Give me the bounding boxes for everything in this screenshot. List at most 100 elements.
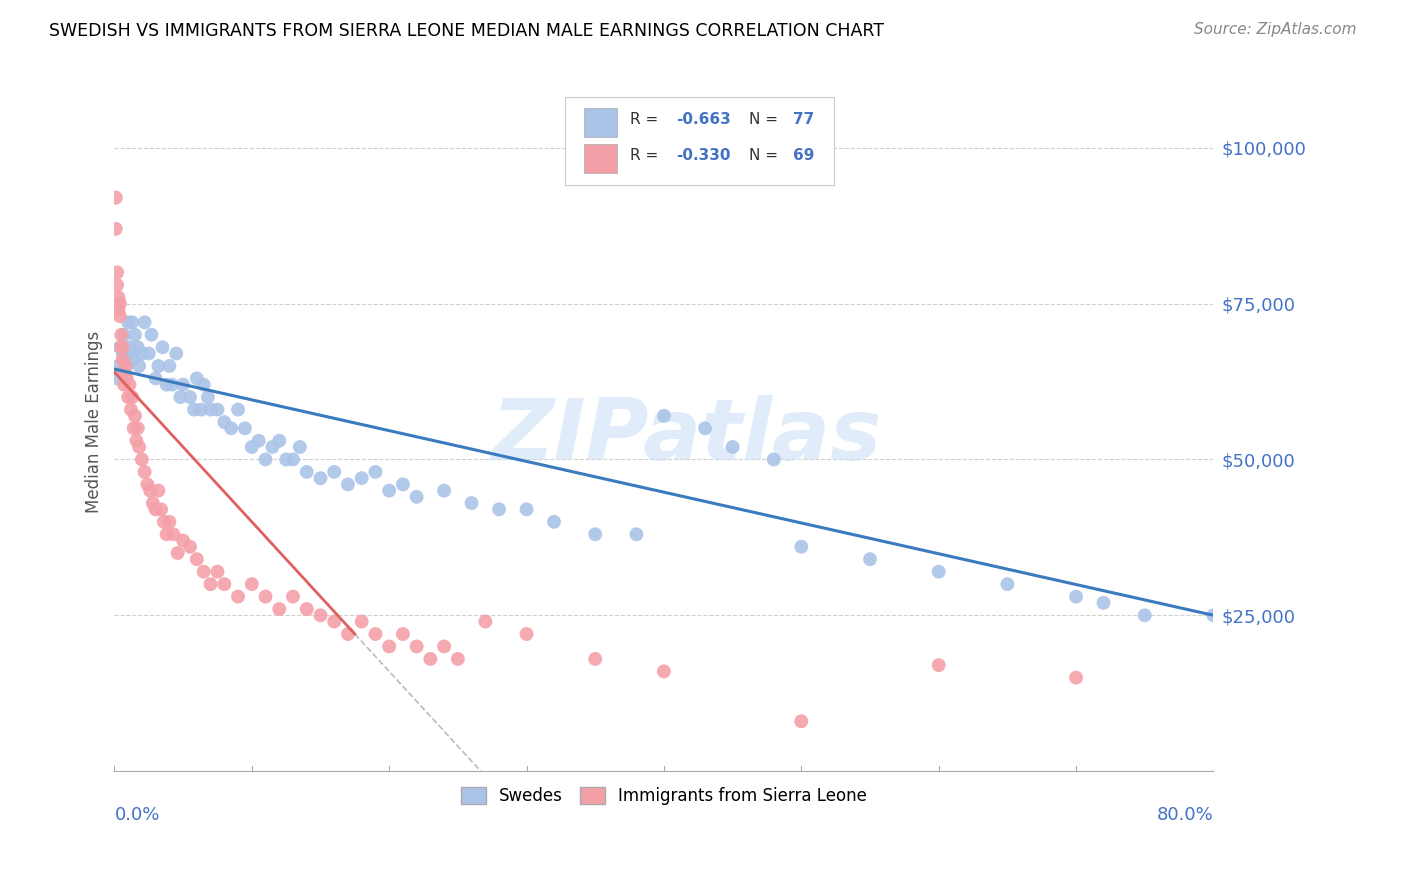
Text: -0.663: -0.663 <box>676 112 731 128</box>
Point <box>131 452 153 467</box>
Point <box>104 222 127 236</box>
Point <box>1202 608 1225 623</box>
Point <box>125 434 148 448</box>
Y-axis label: Median Male Earnings: Median Male Earnings <box>86 331 103 513</box>
Point <box>276 452 298 467</box>
Point <box>190 402 212 417</box>
Point <box>295 602 318 616</box>
Point <box>474 615 496 629</box>
Text: N =: N = <box>748 148 782 163</box>
Point <box>350 471 373 485</box>
Point <box>122 352 145 367</box>
Point <box>378 483 401 498</box>
Point <box>104 191 127 205</box>
Point <box>117 390 139 404</box>
Point <box>156 527 179 541</box>
Point <box>197 390 219 404</box>
Text: R =: R = <box>630 112 664 128</box>
Point <box>928 565 950 579</box>
Point <box>169 390 191 404</box>
Point <box>110 327 132 342</box>
Text: N =: N = <box>748 112 782 128</box>
Point <box>336 477 359 491</box>
Point <box>157 359 180 373</box>
Point <box>107 359 129 373</box>
Point <box>118 340 141 354</box>
Point <box>226 402 249 417</box>
Point <box>150 502 173 516</box>
Point <box>118 377 141 392</box>
Point <box>112 327 135 342</box>
Point <box>405 640 427 654</box>
Point <box>350 615 373 629</box>
Point <box>652 409 675 423</box>
Text: 77: 77 <box>793 112 814 128</box>
Point <box>105 371 128 385</box>
Point <box>124 409 146 423</box>
Point <box>108 340 131 354</box>
Point <box>128 440 150 454</box>
Point <box>142 496 165 510</box>
Point <box>111 352 134 367</box>
Point <box>105 265 128 279</box>
Legend: Swedes, Immigrants from Sierra Leone: Swedes, Immigrants from Sierra Leone <box>454 780 873 812</box>
Point <box>214 415 236 429</box>
Point <box>148 483 170 498</box>
Point <box>131 346 153 360</box>
Point <box>1064 590 1087 604</box>
Text: -0.330: -0.330 <box>676 148 731 163</box>
Point <box>790 714 813 729</box>
Point <box>186 552 208 566</box>
Point <box>134 315 156 329</box>
Point <box>193 565 215 579</box>
Point <box>364 465 387 479</box>
Text: ZIPatlas: ZIPatlas <box>491 394 882 477</box>
Point <box>148 359 170 373</box>
Point <box>226 590 249 604</box>
Point <box>200 402 222 417</box>
Point <box>122 421 145 435</box>
Point <box>172 377 194 392</box>
Point <box>127 340 149 354</box>
Point <box>179 390 201 404</box>
Point <box>447 652 470 666</box>
Point <box>141 327 163 342</box>
FancyBboxPatch shape <box>583 144 617 173</box>
Point <box>488 502 510 516</box>
Point <box>152 340 174 354</box>
Point <box>336 627 359 641</box>
Point <box>127 421 149 435</box>
Point <box>114 352 136 367</box>
Point <box>269 434 291 448</box>
Point <box>145 371 167 385</box>
Point <box>172 533 194 548</box>
Point <box>186 371 208 385</box>
Text: 0.0%: 0.0% <box>114 806 160 824</box>
Point <box>157 515 180 529</box>
Point <box>139 483 162 498</box>
Point <box>128 359 150 373</box>
Point <box>1064 671 1087 685</box>
Point <box>219 421 242 435</box>
Text: R =: R = <box>630 148 664 163</box>
Point <box>183 402 205 417</box>
Point <box>120 346 142 360</box>
Point <box>295 465 318 479</box>
Point <box>233 421 256 435</box>
Point <box>108 309 131 323</box>
Point <box>1092 596 1115 610</box>
Point <box>121 315 143 329</box>
Point <box>105 277 128 292</box>
Point <box>207 402 229 417</box>
Point <box>111 346 134 360</box>
Point <box>762 452 785 467</box>
Point <box>281 590 304 604</box>
Point <box>112 377 135 392</box>
Point <box>117 315 139 329</box>
Point <box>108 296 131 310</box>
Point <box>515 502 537 516</box>
Point <box>309 471 332 485</box>
Point <box>392 477 415 491</box>
Text: 80.0%: 80.0% <box>1157 806 1213 824</box>
Text: Source: ZipAtlas.com: Source: ZipAtlas.com <box>1194 22 1357 37</box>
